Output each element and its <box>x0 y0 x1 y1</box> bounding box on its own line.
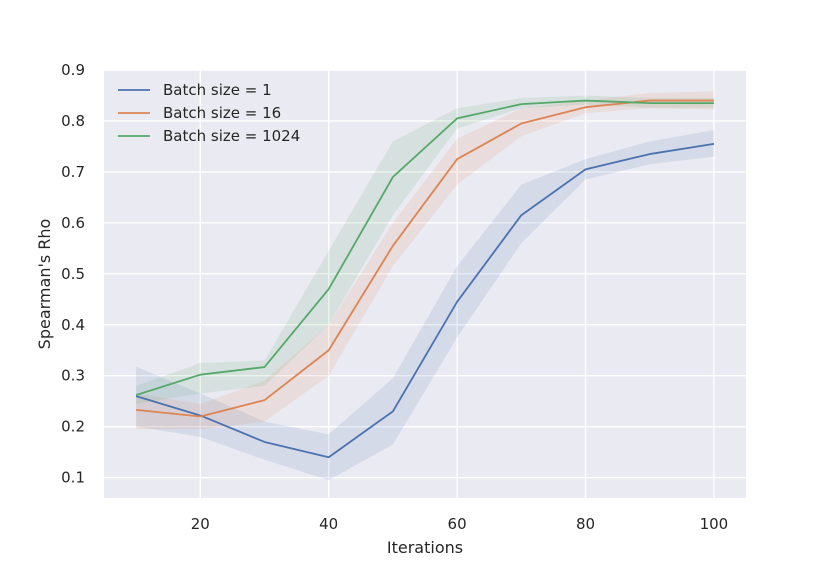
x-tick-label: 80 <box>576 515 595 533</box>
y-tick-label: 0.5 <box>61 265 85 283</box>
grid-lines <box>104 69 746 498</box>
y-axis-label: Spearman's Rho <box>35 219 54 350</box>
legend: Batch size = 1 Batch size = 16 Batch size … <box>118 81 300 145</box>
y-tick-label: 0.8 <box>61 112 85 130</box>
x-tick-label: 100 <box>700 515 729 533</box>
legend-label: Batch size = 1 <box>163 81 272 99</box>
x-tick-label: 60 <box>448 515 467 533</box>
series-line-1 <box>135 142 715 459</box>
y-tick-label: 0.1 <box>61 469 85 487</box>
y-tick-label: 0.4 <box>61 316 85 334</box>
y-tick-label: 0.2 <box>61 418 85 436</box>
y-tick-label: 0.7 <box>61 163 85 181</box>
series-line-3 <box>135 99 714 396</box>
x-tick-label: 20 <box>191 515 210 533</box>
confidence-band-series-3 <box>136 95 714 404</box>
y-tick-label: 0.9 <box>61 61 85 79</box>
y-tick-label: 0.3 <box>61 367 85 385</box>
x-axis-label: Iterations <box>387 538 463 557</box>
y-tick-labels: 0.1 0.2 0.3 0.4 0.5 0.6 0.7 0.8 0.9 <box>61 61 85 487</box>
legend-label: Batch size = 16 <box>163 104 281 122</box>
legend-label: Batch size = 1024 <box>163 127 300 145</box>
confidence-bands <box>136 91 714 481</box>
series-line-2 <box>136 99 714 418</box>
y-tick-label: 0.6 <box>61 214 85 232</box>
x-tick-label: 40 <box>319 515 338 533</box>
series-lines <box>135 99 715 459</box>
x-tick-labels: 20 40 60 80 100 <box>191 515 728 533</box>
